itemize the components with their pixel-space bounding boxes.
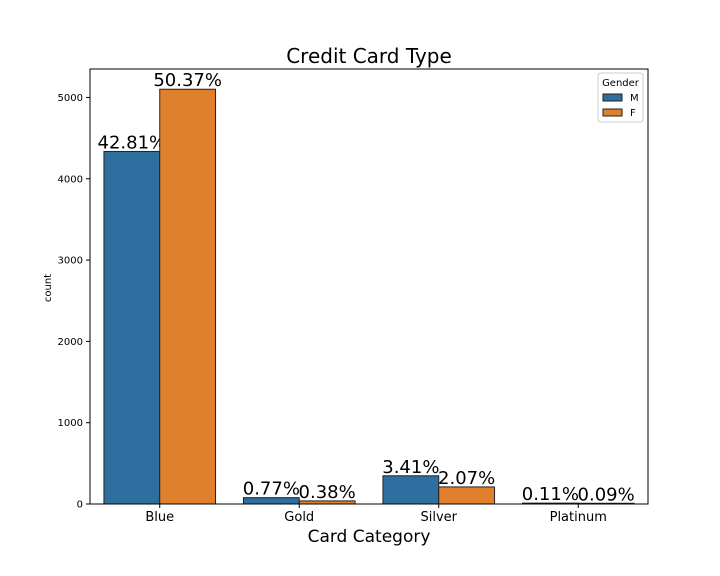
data-label: 0.38%	[299, 482, 356, 503]
y-tick-label: 1000	[58, 418, 83, 429]
legend-title: Gender	[602, 78, 640, 89]
x-tick-label: Gold	[284, 510, 314, 525]
bar-m-blue	[103, 150, 161, 505]
bar-f-blue	[159, 88, 217, 505]
legend-label-f: F	[630, 108, 636, 119]
data-label: 0.77%	[243, 479, 300, 500]
y-tick-label: 4000	[58, 174, 83, 185]
bar-f-silver	[438, 486, 496, 505]
data-label: 42.81%	[98, 132, 167, 153]
y-axis-label: count	[43, 274, 54, 302]
plot-frame	[89, 68, 649, 505]
x-tick-label: Silver	[420, 510, 457, 525]
bar-m-silver	[382, 475, 440, 505]
legend-label-m: M	[630, 93, 639, 104]
data-label: 0.11%	[522, 484, 579, 505]
chart-title: Credit Card Type	[286, 44, 452, 68]
x-tick-label: Blue	[145, 510, 174, 525]
plot-area: 0 1000 2000 3000 4000 5000 Blue 42.81% 50.37% Gol…	[58, 70, 635, 525]
data-label: 50.37%	[153, 70, 222, 91]
data-label: 2.07%	[438, 468, 495, 489]
y-tick-label: 2000	[58, 337, 83, 348]
y-tick-label: 3000	[58, 256, 83, 267]
legend-swatch-m	[602, 93, 623, 102]
data-label: 3.41%	[382, 457, 439, 478]
data-label: 0.09%	[578, 484, 635, 505]
y-tick-label: 0	[77, 500, 83, 511]
x-axis-label: Card Category	[308, 527, 431, 547]
legend: Gender MF	[597, 72, 644, 123]
legend-swatch-f	[602, 108, 623, 117]
x-tick-label: Platinum	[550, 510, 607, 525]
y-tick-label: 5000	[58, 93, 83, 104]
